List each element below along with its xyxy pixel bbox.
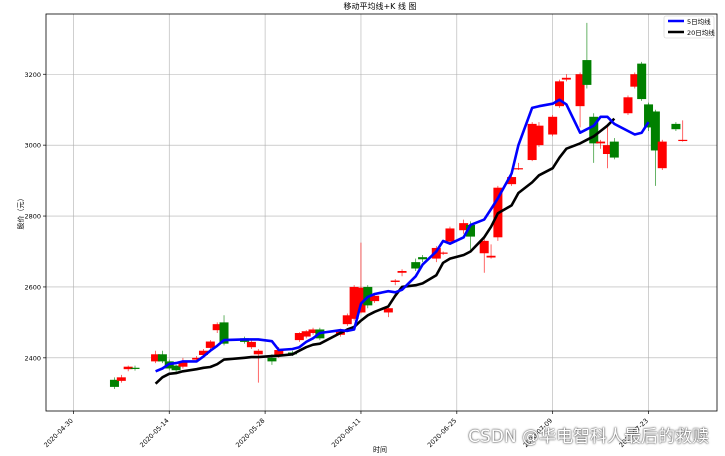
candle-body xyxy=(459,223,469,231)
y-tick-label: 3200 xyxy=(24,71,41,79)
candle-body xyxy=(370,295,380,302)
plot-frame xyxy=(45,13,718,412)
x-tick-label: 2020-04-30 xyxy=(42,417,74,449)
candle-body xyxy=(575,74,585,107)
candle-body xyxy=(212,324,222,331)
x-tick-label: 2020-06-25 xyxy=(426,417,458,449)
candle-body xyxy=(466,224,476,237)
y-tick-label: 2600 xyxy=(24,283,41,291)
candle-body xyxy=(130,367,140,369)
candle-body xyxy=(644,104,654,128)
y-axis-label: 股价（元） xyxy=(17,195,25,230)
candle-body xyxy=(609,141,619,158)
candle-body xyxy=(116,377,126,381)
candle-body xyxy=(198,350,208,355)
candle-body xyxy=(507,177,517,185)
ma5-line xyxy=(155,98,650,373)
y-tick-label: 3000 xyxy=(24,142,41,150)
moving-average-lines xyxy=(154,98,650,385)
y-tick-label: 2800 xyxy=(24,213,41,221)
ma20-line xyxy=(154,117,616,385)
candle-body xyxy=(438,252,448,254)
candle-body xyxy=(418,257,428,260)
candle-body xyxy=(561,77,571,80)
candle-body xyxy=(657,141,667,169)
x-tick-label: 2020-05-28 xyxy=(234,417,266,449)
candle-body xyxy=(123,366,133,370)
candle-body xyxy=(205,341,215,348)
candle-body xyxy=(397,270,407,273)
candle-body xyxy=(301,331,311,337)
candle-body xyxy=(513,168,523,170)
candle-body xyxy=(253,350,263,355)
candle-body xyxy=(650,111,660,151)
candle-body xyxy=(596,141,606,144)
candle-body xyxy=(308,329,318,334)
candlestick-series xyxy=(109,22,688,390)
candle-body xyxy=(294,333,304,341)
candle-body xyxy=(479,240,489,254)
candle-body xyxy=(630,74,640,87)
candle-body xyxy=(192,357,202,360)
x-tick-label: 2020-05-14 xyxy=(138,417,170,449)
candle-body xyxy=(349,286,359,319)
candle-body xyxy=(411,262,421,269)
legend-label-ma5: 5日均线 xyxy=(687,17,711,26)
candle-body xyxy=(582,60,592,85)
candle-body xyxy=(151,354,161,362)
candle-body xyxy=(356,287,366,313)
grid-lines xyxy=(46,14,717,411)
candle-body xyxy=(637,63,647,100)
candle-body xyxy=(534,125,544,146)
candle-body xyxy=(171,365,181,371)
legend: 5日均线 20日均线 xyxy=(663,15,715,39)
candle-body xyxy=(678,139,688,142)
candle-body xyxy=(383,308,393,313)
candle-body xyxy=(219,322,229,344)
candle-body xyxy=(445,228,455,242)
candle-body xyxy=(157,354,167,362)
candle-body xyxy=(390,280,400,282)
candle-body xyxy=(274,350,284,355)
x-axis-label: 时间 xyxy=(373,445,387,454)
candle-body xyxy=(589,116,599,144)
candle-body xyxy=(342,315,352,325)
candle-body xyxy=(555,81,565,107)
x-tick-label: 2020-06-11 xyxy=(330,417,362,449)
candle-body xyxy=(178,361,188,367)
candle-body xyxy=(246,341,256,348)
candle-body xyxy=(486,255,496,258)
chart-title: 移动平均线+K 线 图 xyxy=(343,1,416,11)
candle-body xyxy=(548,116,558,135)
candle-body xyxy=(527,123,537,161)
candle-body xyxy=(623,97,633,114)
watermark-text: CSDN @华电智科人最后的救赎 xyxy=(468,427,709,447)
legend-label-ma20: 20日均线 xyxy=(687,28,715,37)
candle-body xyxy=(267,357,277,362)
candle-body xyxy=(671,123,681,130)
candle-body xyxy=(109,379,119,387)
y-tick-label: 2400 xyxy=(24,354,41,362)
candle-body xyxy=(602,145,612,155)
y-axis-ticks: 2400 2600 2800 3000 3200 xyxy=(24,71,46,362)
